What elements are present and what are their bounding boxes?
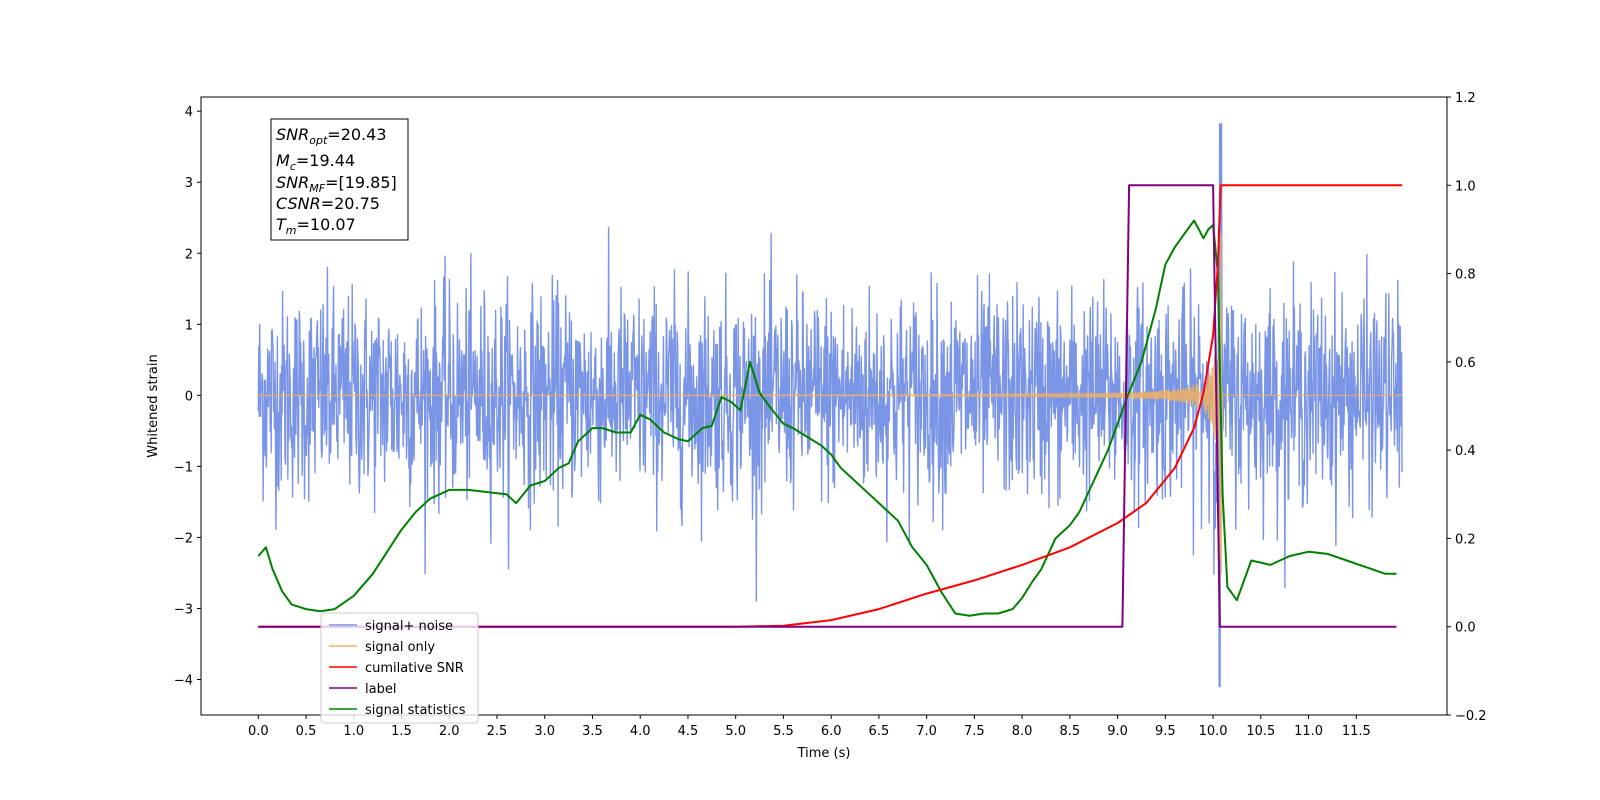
x-tick-label: 4.5	[678, 724, 699, 739]
snr-mf-text: SNRMF=[19.85]	[276, 173, 397, 195]
x-tick-label: 3.5	[582, 724, 603, 739]
y-right-tick-label: 0.8	[1455, 268, 1476, 283]
y-tick-label: −1	[174, 460, 193, 475]
legend-label: signal+ noise	[365, 619, 453, 634]
y-tick-label: −4	[174, 673, 193, 688]
legend-item-label: label	[329, 682, 396, 697]
y-tick-label: 2	[185, 247, 193, 262]
legend-item-cumulative-snr: cumilative SNR	[329, 661, 464, 676]
signal-statistics-line	[257, 219, 1397, 617]
y-tick-label: 4	[185, 105, 193, 120]
y-tick-label: 0	[185, 389, 193, 404]
legend: signal+ noise signal only cumilative SNR…	[320, 612, 479, 724]
x-tick-label: 3.0	[534, 724, 555, 739]
merger-time-text: Tm=10.07	[276, 215, 356, 237]
signal-noise-series	[257, 123, 1403, 688]
y-right-tick-label: −0.2	[1455, 709, 1487, 724]
y-right-tick-label: 0.0	[1455, 621, 1476, 636]
x-tick-label: 1.0	[343, 724, 364, 739]
chirp-mass-text: Mc=19.44	[276, 151, 355, 173]
x-tick-label: 10.5	[1246, 724, 1275, 739]
legend-label: cumilative SNR	[365, 661, 464, 676]
x-tick-label: 9.0	[1107, 724, 1128, 739]
y-tick-label: 3	[185, 176, 193, 191]
x-tick-label: 6.5	[869, 724, 890, 739]
legend-item-signal-statistics: signal statistics	[329, 703, 466, 718]
x-axis: 0.0 0.5 1.0 1.5 2.0 2.5 3.0 3.5 4.0 4.5 5.0 5.5 6.0 6…	[248, 715, 1371, 739]
signal-only-series	[258, 232, 1403, 574]
y-axis-label: Whitened strain	[146, 354, 161, 457]
x-tick-label: 0.5	[296, 724, 317, 739]
stats-annotation-box: SNRopt=20.43 Mc=19.44 SNRMF=[19.85] CSNR…	[270, 118, 409, 241]
y-right-tick-label: 0.4	[1455, 444, 1476, 459]
y-right-tick-label: 0.2	[1455, 532, 1476, 547]
legend-item-signal-only: signal only	[329, 640, 435, 655]
x-tick-label: 1.5	[391, 724, 412, 739]
x-tick-label: 2.0	[439, 724, 460, 739]
label-line	[258, 184, 1397, 628]
x-axis-label: Time (s)	[797, 746, 851, 761]
plot-frame	[200, 96, 1448, 716]
x-tick-label: 11.5	[1342, 724, 1371, 739]
x-tick-label: 4.0	[630, 724, 651, 739]
y-axis-left: −4 −3 −2 −1 0 1 2 3 4	[174, 105, 201, 688]
legend-label: signal only	[365, 640, 435, 655]
x-tick-label: 5.5	[773, 724, 794, 739]
x-tick-label: 9.5	[1155, 724, 1176, 739]
y-tick-label: −3	[174, 602, 193, 617]
y-right-tick-label: 0.6	[1455, 356, 1476, 371]
right-axis-series	[257, 184, 1403, 628]
x-tick-label: 10.0	[1199, 724, 1228, 739]
y-right-tick-label: 1.2	[1455, 91, 1476, 106]
x-tick-label: 11.0	[1294, 724, 1323, 739]
y-tick-label: −2	[174, 531, 193, 546]
x-tick-label: 7.0	[916, 724, 937, 739]
x-tick-label: 5.0	[725, 724, 746, 739]
snr-opt-text: SNRopt=20.43	[276, 125, 387, 147]
x-tick-label: 8.0	[1012, 724, 1033, 739]
legend-item-signal-noise: signal+ noise	[329, 619, 453, 634]
x-tick-label: 7.5	[964, 724, 985, 739]
signal-noise-line	[257, 123, 1403, 688]
x-tick-label: 2.5	[487, 724, 508, 739]
y-right-tick-label: 1.0	[1455, 179, 1476, 194]
signal-only-line	[258, 232, 1403, 574]
x-tick-label: 0.0	[248, 724, 269, 739]
x-tick-label: 6.0	[821, 724, 842, 739]
legend-label: signal statistics	[365, 703, 466, 718]
csnr-text: CSNR=20.75	[276, 194, 380, 213]
y-axis-right: −0.2 0.0 0.2 0.4 0.6 0.8 1.0 1.2	[1447, 91, 1487, 724]
legend-label: label	[365, 682, 396, 697]
x-tick-label: 8.5	[1060, 724, 1081, 739]
y-tick-label: 1	[185, 318, 193, 333]
cumilative-snr-line	[258, 184, 1403, 628]
